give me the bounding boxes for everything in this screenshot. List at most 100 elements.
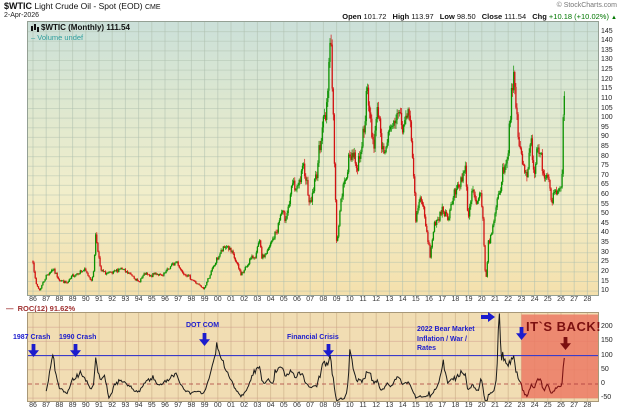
open-value: 101.72: [363, 12, 387, 21]
x-tick-label: 01: [227, 296, 235, 303]
x-tick-label: 91: [95, 402, 103, 409]
x-tick-label: 20: [477, 296, 486, 303]
x-tick-label: 20: [477, 402, 486, 409]
y-tick-label: 45: [601, 219, 609, 227]
y-tick-label: 145: [601, 27, 613, 35]
x-tick-label: 08: [319, 402, 328, 409]
y-tick-label: 30: [601, 248, 609, 256]
x-tick-label: 05: [279, 296, 288, 303]
x-tick-label: 92: [108, 296, 117, 303]
x-tick-label: 18: [451, 296, 460, 303]
main-legend: $WTIC (Monthly) 111.54: [31, 23, 130, 32]
x-tick-label: 04: [266, 296, 275, 303]
x-tick-label: 89: [68, 296, 77, 303]
y-tick-label: 100: [601, 351, 613, 359]
x-tick-label: 94: [134, 402, 143, 409]
y-tick-label: 135: [601, 46, 613, 54]
x-tick-label: 14: [398, 402, 407, 409]
y-tick-label: 200: [601, 323, 613, 331]
x-tick-label: 27: [570, 402, 579, 409]
y-tick-label: 100: [601, 114, 613, 122]
chg-label: Chg: [532, 12, 547, 21]
x-tick-label: 89: [68, 402, 77, 409]
x-tick-label: 06: [293, 296, 301, 303]
x-tick-label: 28: [583, 402, 592, 409]
x-tick-label: 96: [161, 296, 169, 303]
y-tick-label: 10: [601, 287, 609, 295]
x-tick-label: 97: [174, 402, 183, 409]
x-tick-label: 04: [266, 402, 275, 409]
x-tick-label: 22: [504, 402, 513, 409]
x-tick-label: 24: [530, 402, 539, 409]
volume-legend: – Volume undef: [31, 33, 83, 42]
x-tick-label: 86: [29, 296, 37, 303]
y-tick-label: 140: [601, 37, 613, 45]
x-tick-label: 12: [372, 402, 381, 409]
chart-header: $WTIC Light Crude Oil - Spot (EOD) CME: [4, 1, 161, 11]
x-tick-label: 03: [253, 402, 262, 409]
x-tick-label: 03: [253, 296, 262, 303]
x-tick-label: 99: [200, 402, 209, 409]
y-tick-label: 65: [601, 181, 609, 189]
x-tick-label: 02: [240, 296, 249, 303]
y-tick-label: 35: [601, 239, 609, 247]
x-tick-label: 86: [29, 402, 37, 409]
x-tick-label: 23: [517, 296, 526, 303]
x-tick-label: 93: [121, 402, 130, 409]
x-tick-label: 00: [213, 402, 222, 409]
x-tick-label: 19: [464, 402, 473, 409]
y-tick-label: 110: [601, 94, 613, 102]
x-tick-label: 25: [543, 402, 552, 409]
candlestick-icon: [31, 23, 39, 32]
x-tick-label: 98: [187, 296, 196, 303]
x-tick-label: 25: [543, 296, 552, 303]
y-tick-label: -50: [601, 394, 612, 402]
x-tick-label: 17: [438, 402, 447, 409]
x-tick-label: 10: [345, 402, 354, 409]
x-tick-label: 09: [332, 296, 341, 303]
ohlc-summary: Open 101.72 High 113.97 Low 98.50 Close …: [338, 12, 617, 21]
y-tick-label: 0: [601, 379, 605, 387]
y-tick-label: 40: [601, 229, 609, 237]
x-tick-label: 12: [372, 296, 381, 303]
roc-chart: [28, 313, 598, 401]
x-tick-label: 22: [504, 296, 513, 303]
x-tick-label: 01: [227, 402, 235, 409]
x-tick-label: 06: [293, 402, 301, 409]
main-legend-label: $WTIC (Monthly) 111.54: [41, 23, 130, 32]
chart-date: 2-Apr-2026: [4, 12, 40, 19]
x-tick-label: 07: [306, 402, 315, 409]
x-tick-label: 23: [517, 402, 526, 409]
x-tick-label: 11: [359, 296, 367, 303]
exchange: CME: [144, 4, 161, 11]
volume-dash-icon: –: [31, 33, 36, 42]
y-tick-label: 125: [601, 66, 613, 74]
x-tick-label: 92: [108, 402, 117, 409]
y-tick-label: 130: [601, 56, 613, 64]
x-tick-label: 93: [121, 296, 130, 303]
x-tick-label: 95: [147, 402, 156, 409]
y-tick-label: 55: [601, 200, 609, 208]
x-tick-label: 88: [55, 402, 64, 409]
y-tick-label: 20: [601, 267, 609, 275]
y-tick-label: 90: [601, 133, 609, 141]
x-tick-label: 13: [385, 296, 394, 303]
x-tick-label: 26: [557, 296, 565, 303]
y-tick-label: 25: [601, 258, 609, 266]
roc-panel: [27, 312, 599, 402]
x-tick-label: 16: [425, 402, 433, 409]
y-tick-label: 150: [601, 337, 613, 345]
x-tick-label: 88: [55, 296, 64, 303]
chg-value: +10.18 (+10.02%): [548, 12, 609, 21]
y-tick-label: 50: [601, 210, 609, 218]
x-tick-label: 21: [491, 296, 499, 303]
high-value: 113.97: [411, 12, 434, 21]
x-tick-label: 27: [570, 296, 579, 303]
x-tick-label: 07: [306, 296, 315, 303]
y-tick-label: 115: [601, 85, 613, 93]
x-tick-label: 87: [42, 296, 51, 303]
y-tick-label: 50: [601, 365, 609, 373]
x-tick-label: 08: [319, 296, 328, 303]
x-tick-label: 91: [95, 296, 103, 303]
low-value: 98.50: [456, 12, 476, 21]
